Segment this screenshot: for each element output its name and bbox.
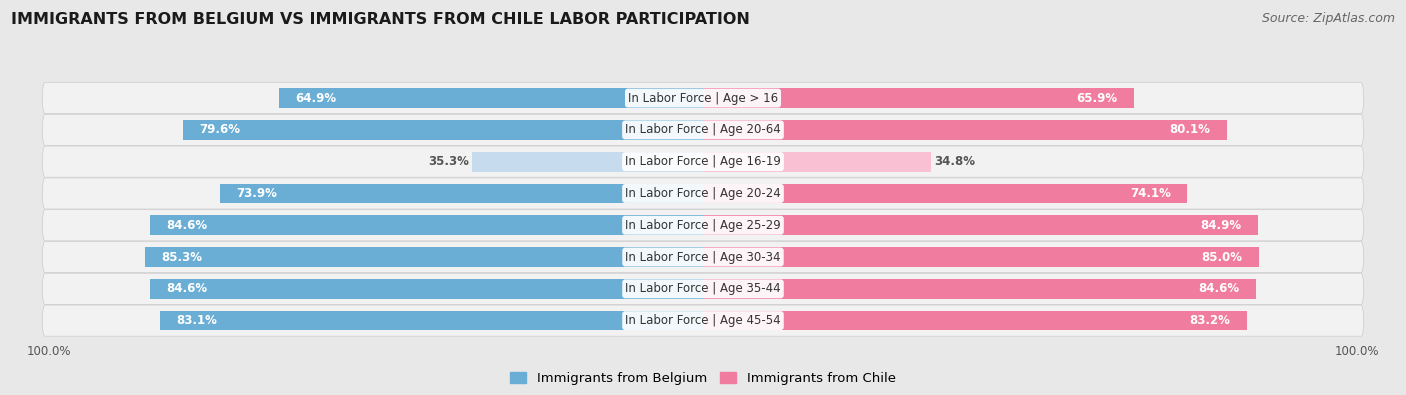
Text: In Labor Force | Age 20-64: In Labor Force | Age 20-64 xyxy=(626,123,780,136)
Text: 84.6%: 84.6% xyxy=(1199,282,1240,295)
Text: 84.9%: 84.9% xyxy=(1201,219,1241,232)
Text: In Labor Force | Age 30-34: In Labor Force | Age 30-34 xyxy=(626,250,780,263)
Text: 34.8%: 34.8% xyxy=(934,155,974,168)
FancyBboxPatch shape xyxy=(42,305,1364,336)
Text: In Labor Force | Age 20-24: In Labor Force | Age 20-24 xyxy=(626,187,780,200)
Text: In Labor Force | Age 45-54: In Labor Force | Age 45-54 xyxy=(626,314,780,327)
Text: 85.3%: 85.3% xyxy=(162,250,202,263)
Text: 84.6%: 84.6% xyxy=(166,219,207,232)
Bar xyxy=(703,184,1188,203)
Bar xyxy=(703,152,931,171)
Text: 84.6%: 84.6% xyxy=(166,282,207,295)
Text: In Labor Force | Age 16-19: In Labor Force | Age 16-19 xyxy=(626,155,780,168)
FancyBboxPatch shape xyxy=(42,146,1364,177)
Text: In Labor Force | Age > 16: In Labor Force | Age > 16 xyxy=(628,92,778,105)
Text: 83.1%: 83.1% xyxy=(176,314,217,327)
Bar xyxy=(703,215,1258,235)
Bar xyxy=(472,152,703,171)
Text: Source: ZipAtlas.com: Source: ZipAtlas.com xyxy=(1261,12,1395,25)
Bar xyxy=(145,247,703,267)
FancyBboxPatch shape xyxy=(42,241,1364,273)
Bar xyxy=(150,215,703,235)
FancyBboxPatch shape xyxy=(42,83,1364,114)
Bar xyxy=(703,311,1247,331)
Text: 85.0%: 85.0% xyxy=(1201,250,1243,263)
Text: 35.3%: 35.3% xyxy=(427,155,470,168)
Text: In Labor Force | Age 35-44: In Labor Force | Age 35-44 xyxy=(626,282,780,295)
Text: 83.2%: 83.2% xyxy=(1189,314,1230,327)
Bar xyxy=(278,88,703,108)
FancyBboxPatch shape xyxy=(42,273,1364,305)
Text: IMMIGRANTS FROM BELGIUM VS IMMIGRANTS FROM CHILE LABOR PARTICIPATION: IMMIGRANTS FROM BELGIUM VS IMMIGRANTS FR… xyxy=(11,12,751,27)
Legend: Immigrants from Belgium, Immigrants from Chile: Immigrants from Belgium, Immigrants from… xyxy=(505,367,901,390)
Bar xyxy=(150,279,703,299)
Bar xyxy=(703,88,1133,108)
FancyBboxPatch shape xyxy=(42,178,1364,209)
FancyBboxPatch shape xyxy=(42,210,1364,241)
Text: 65.9%: 65.9% xyxy=(1077,92,1118,105)
Text: 74.1%: 74.1% xyxy=(1130,187,1171,200)
Bar xyxy=(160,311,703,331)
FancyBboxPatch shape xyxy=(42,114,1364,145)
Text: In Labor Force | Age 25-29: In Labor Force | Age 25-29 xyxy=(626,219,780,232)
Text: 73.9%: 73.9% xyxy=(236,187,277,200)
Bar xyxy=(219,184,703,203)
Bar xyxy=(703,247,1258,267)
Text: 64.9%: 64.9% xyxy=(295,92,336,105)
Bar xyxy=(703,279,1256,299)
Bar xyxy=(703,120,1226,140)
Text: 80.1%: 80.1% xyxy=(1170,123,1211,136)
Text: 79.6%: 79.6% xyxy=(198,123,240,136)
Bar xyxy=(183,120,703,140)
